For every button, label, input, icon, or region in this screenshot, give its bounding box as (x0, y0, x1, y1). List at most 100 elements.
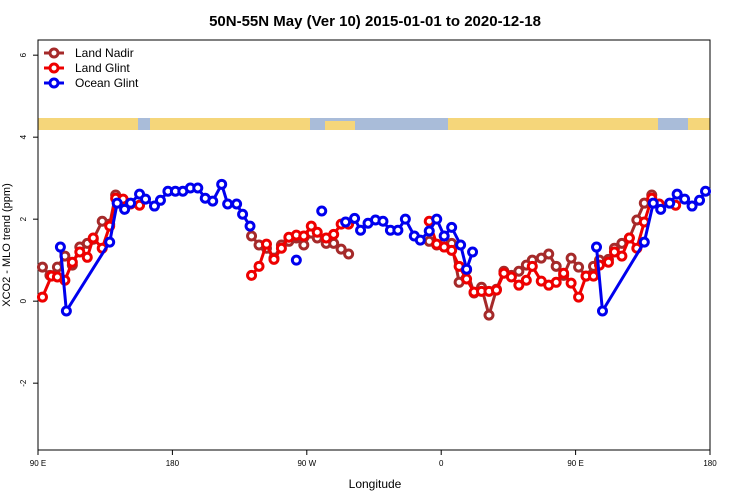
point (36, 291, 48, 303)
legend-marker (48, 62, 60, 74)
point (119, 203, 131, 215)
point (246, 269, 258, 281)
point (340, 216, 352, 228)
point (565, 252, 577, 264)
point (647, 197, 659, 209)
point (60, 305, 72, 317)
x-tick-label: 90 W (297, 459, 316, 468)
point (616, 250, 628, 262)
point (591, 241, 603, 253)
point (505, 271, 517, 283)
point (275, 242, 287, 254)
y-tick-label: -2 (19, 379, 28, 387)
point (461, 263, 473, 275)
point (222, 198, 234, 210)
chart-title: 50N-55N May (Ver 10) 2015-01-01 to 2020-… (209, 13, 541, 30)
point (588, 270, 600, 282)
point (679, 193, 691, 205)
point (140, 193, 152, 205)
point (602, 256, 614, 268)
y-axis-label: XCO2 - MLO trend (ppm) (1, 183, 13, 306)
point (431, 213, 443, 225)
point (36, 261, 48, 273)
point (237, 208, 249, 220)
point (51, 261, 63, 273)
point (671, 188, 683, 200)
point (244, 220, 256, 232)
point (298, 239, 310, 251)
point (664, 197, 676, 209)
point (260, 238, 272, 250)
point (513, 265, 525, 277)
legend-label: Land Glint (75, 61, 130, 75)
point (290, 254, 302, 266)
point (231, 198, 243, 210)
point (305, 220, 317, 232)
x-tick-label: 90 E (567, 459, 583, 468)
point (377, 215, 389, 227)
point (694, 194, 706, 206)
legend-marker (48, 47, 60, 59)
point (573, 261, 585, 273)
point (520, 274, 532, 286)
point (446, 221, 458, 233)
legend-marker (48, 77, 60, 89)
point (81, 251, 93, 263)
y-tick-label: 2 (19, 216, 28, 221)
point (246, 230, 258, 242)
point (355, 224, 367, 236)
y-tick-label: 6 (19, 52, 28, 57)
point (54, 241, 66, 253)
x-axis-label: Longitude (349, 477, 402, 491)
point (111, 197, 123, 209)
x-tick-label: 0 (439, 459, 444, 468)
point (311, 226, 323, 238)
point (655, 203, 667, 215)
point (423, 225, 435, 237)
legend-label: Ocean Glint (75, 76, 139, 90)
point (490, 284, 502, 296)
point (253, 260, 265, 272)
point (192, 182, 204, 194)
point (66, 256, 78, 268)
point (207, 195, 219, 207)
point (74, 246, 86, 258)
point (623, 232, 635, 244)
point (392, 224, 404, 236)
point (483, 309, 495, 321)
point (87, 232, 99, 244)
point (573, 291, 585, 303)
point (349, 212, 361, 224)
point (550, 276, 562, 288)
point (335, 243, 347, 255)
point (343, 248, 355, 260)
x-tick-label: 180 (166, 459, 180, 468)
point (125, 197, 137, 209)
point (438, 230, 450, 242)
point (154, 194, 166, 206)
point (700, 185, 712, 197)
point (461, 273, 473, 285)
map-strip (38, 118, 710, 130)
point (328, 228, 340, 240)
series-line (41, 195, 676, 301)
point (526, 260, 538, 272)
point (467, 246, 479, 258)
x-tick-label: 90 E (30, 459, 46, 468)
point (104, 236, 116, 248)
point (455, 239, 467, 251)
point (316, 205, 328, 217)
point (446, 244, 458, 256)
x-tick-label: 180 (703, 459, 717, 468)
legend-label: Land Nadir (75, 46, 134, 60)
point (513, 279, 525, 291)
y-tick-label: 4 (19, 134, 28, 139)
point (550, 260, 562, 272)
point (686, 200, 698, 212)
point (543, 248, 555, 260)
point (596, 305, 608, 317)
point (414, 234, 426, 246)
point (565, 277, 577, 289)
y-tick-label: 0 (19, 298, 28, 303)
